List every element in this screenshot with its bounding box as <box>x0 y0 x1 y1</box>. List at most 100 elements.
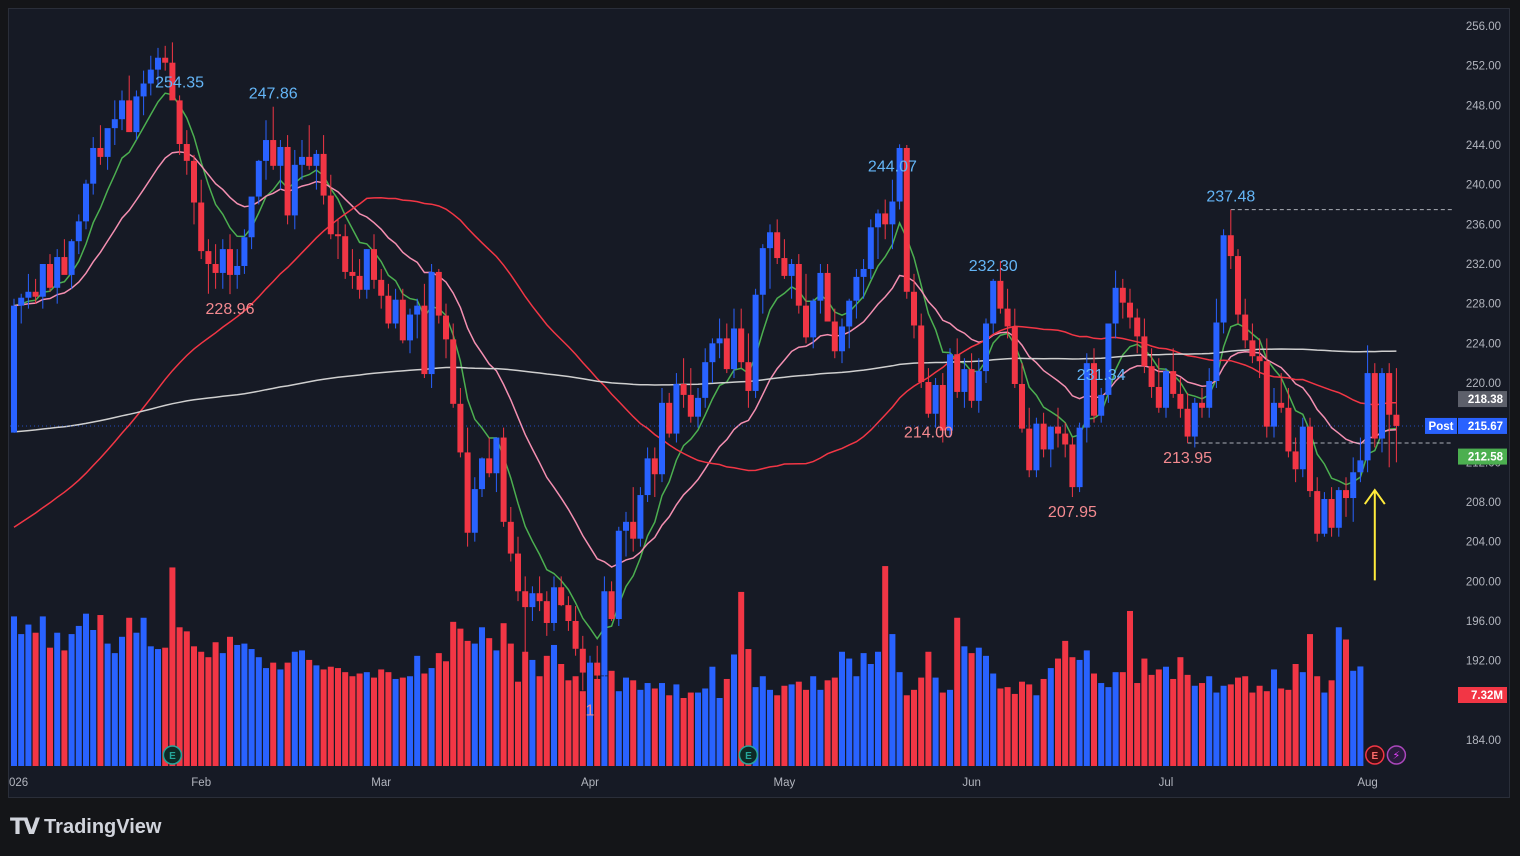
volume-bar <box>1055 658 1061 766</box>
volume-bar <box>356 673 363 766</box>
candle-body <box>443 315 449 340</box>
price-annotation: 237.48 <box>1206 189 1255 206</box>
earnings-marker <box>1365 745 1385 765</box>
volume-bar <box>1105 687 1112 766</box>
volume-bar <box>1299 672 1306 766</box>
candle-body <box>961 369 968 392</box>
volume-bar <box>1328 680 1335 766</box>
candle-body <box>687 394 694 417</box>
volume-bar <box>1141 658 1148 766</box>
volume-bar <box>75 625 82 766</box>
volume-bar <box>795 681 802 766</box>
candle-body <box>954 354 961 392</box>
volume-bar <box>846 658 853 766</box>
candle-body <box>853 276 860 301</box>
volume-bar <box>162 647 169 766</box>
ema-value-badge-bg <box>1458 448 1507 465</box>
volume-bar <box>1357 666 1364 766</box>
candle-body <box>435 271 442 316</box>
candle-body <box>1040 423 1047 450</box>
candle-body <box>1278 402 1285 408</box>
volume-bar <box>1343 639 1349 766</box>
candle-body <box>536 593 543 602</box>
volume-bar <box>11 616 17 766</box>
price-annotation: 214.00 <box>904 425 953 442</box>
volume-bar <box>443 661 449 766</box>
earnings-event-icon: E <box>162 745 183 765</box>
candle-body <box>1098 394 1105 416</box>
volume-bar <box>1112 672 1119 766</box>
earnings-event-icon: E <box>738 745 759 765</box>
candle-body <box>587 662 593 673</box>
candle-body <box>623 521 629 531</box>
volume-bar <box>234 644 241 766</box>
volume-bar <box>572 676 579 766</box>
volume-bar <box>1184 674 1191 766</box>
volume-bar <box>1278 688 1285 766</box>
volume-bar <box>738 591 745 766</box>
candle-body <box>457 403 464 453</box>
candle-body <box>428 271 435 375</box>
volume-bar <box>320 669 327 766</box>
volume-bar <box>997 688 1004 766</box>
candle-body <box>1357 460 1364 473</box>
candle-body <box>615 530 622 620</box>
price-tick-label: 224.00 <box>1466 338 1501 350</box>
volume-bar <box>25 624 32 766</box>
candle-body <box>651 458 658 475</box>
volume-bar <box>299 650 305 766</box>
volume-bar <box>731 654 737 766</box>
volume-bar <box>147 646 154 766</box>
volume-bar <box>903 695 910 766</box>
volume-bar <box>745 649 752 766</box>
candle-body <box>824 272 831 322</box>
volume-bar <box>263 668 269 766</box>
volume-bar <box>673 684 680 766</box>
price-tick-label: 240.00 <box>1466 180 1501 192</box>
candle-body <box>1292 451 1299 470</box>
candle-body <box>983 323 989 372</box>
volume-bar <box>1350 670 1357 766</box>
candle-body <box>1091 363 1097 416</box>
volume-bar <box>695 692 701 766</box>
volume-bar <box>1170 678 1177 766</box>
volume-bar <box>1242 676 1249 766</box>
candle-body <box>327 195 334 235</box>
volume-bar <box>342 672 349 766</box>
volume-bar <box>1206 676 1213 766</box>
volume-bar <box>716 698 723 766</box>
candle-body <box>270 140 277 166</box>
volume-bar <box>947 689 953 766</box>
volume-bar <box>270 662 277 766</box>
volume-bar <box>327 666 334 766</box>
volume-bar <box>608 670 615 766</box>
volume-bar <box>371 677 377 766</box>
ema-value-badge-text: 212.58 <box>1468 452 1504 464</box>
volume-bar <box>1076 659 1083 766</box>
volume-bar <box>975 647 982 766</box>
candles <box>11 42 1400 721</box>
candle-body <box>1386 373 1393 415</box>
candle-body <box>939 384 946 431</box>
candle-body <box>450 339 457 404</box>
price-tick-label: 196.00 <box>1466 616 1501 628</box>
volume-bar <box>399 677 406 766</box>
candle-body <box>183 144 190 161</box>
candle-body <box>392 299 399 324</box>
candle-body <box>140 83 147 97</box>
volume-bar <box>1213 692 1220 766</box>
candle-body <box>47 264 53 288</box>
candle-body <box>75 221 82 242</box>
volume-bar <box>169 567 176 766</box>
candle-body <box>723 338 730 370</box>
candle-body <box>990 280 997 324</box>
volume-bar <box>630 680 637 766</box>
candle-body <box>356 275 363 290</box>
price-annotation: 254.35 <box>155 74 204 91</box>
volume-bar <box>183 631 190 766</box>
volume-bar <box>515 681 521 766</box>
candle-body <box>219 249 226 273</box>
volume-bar <box>896 672 903 766</box>
